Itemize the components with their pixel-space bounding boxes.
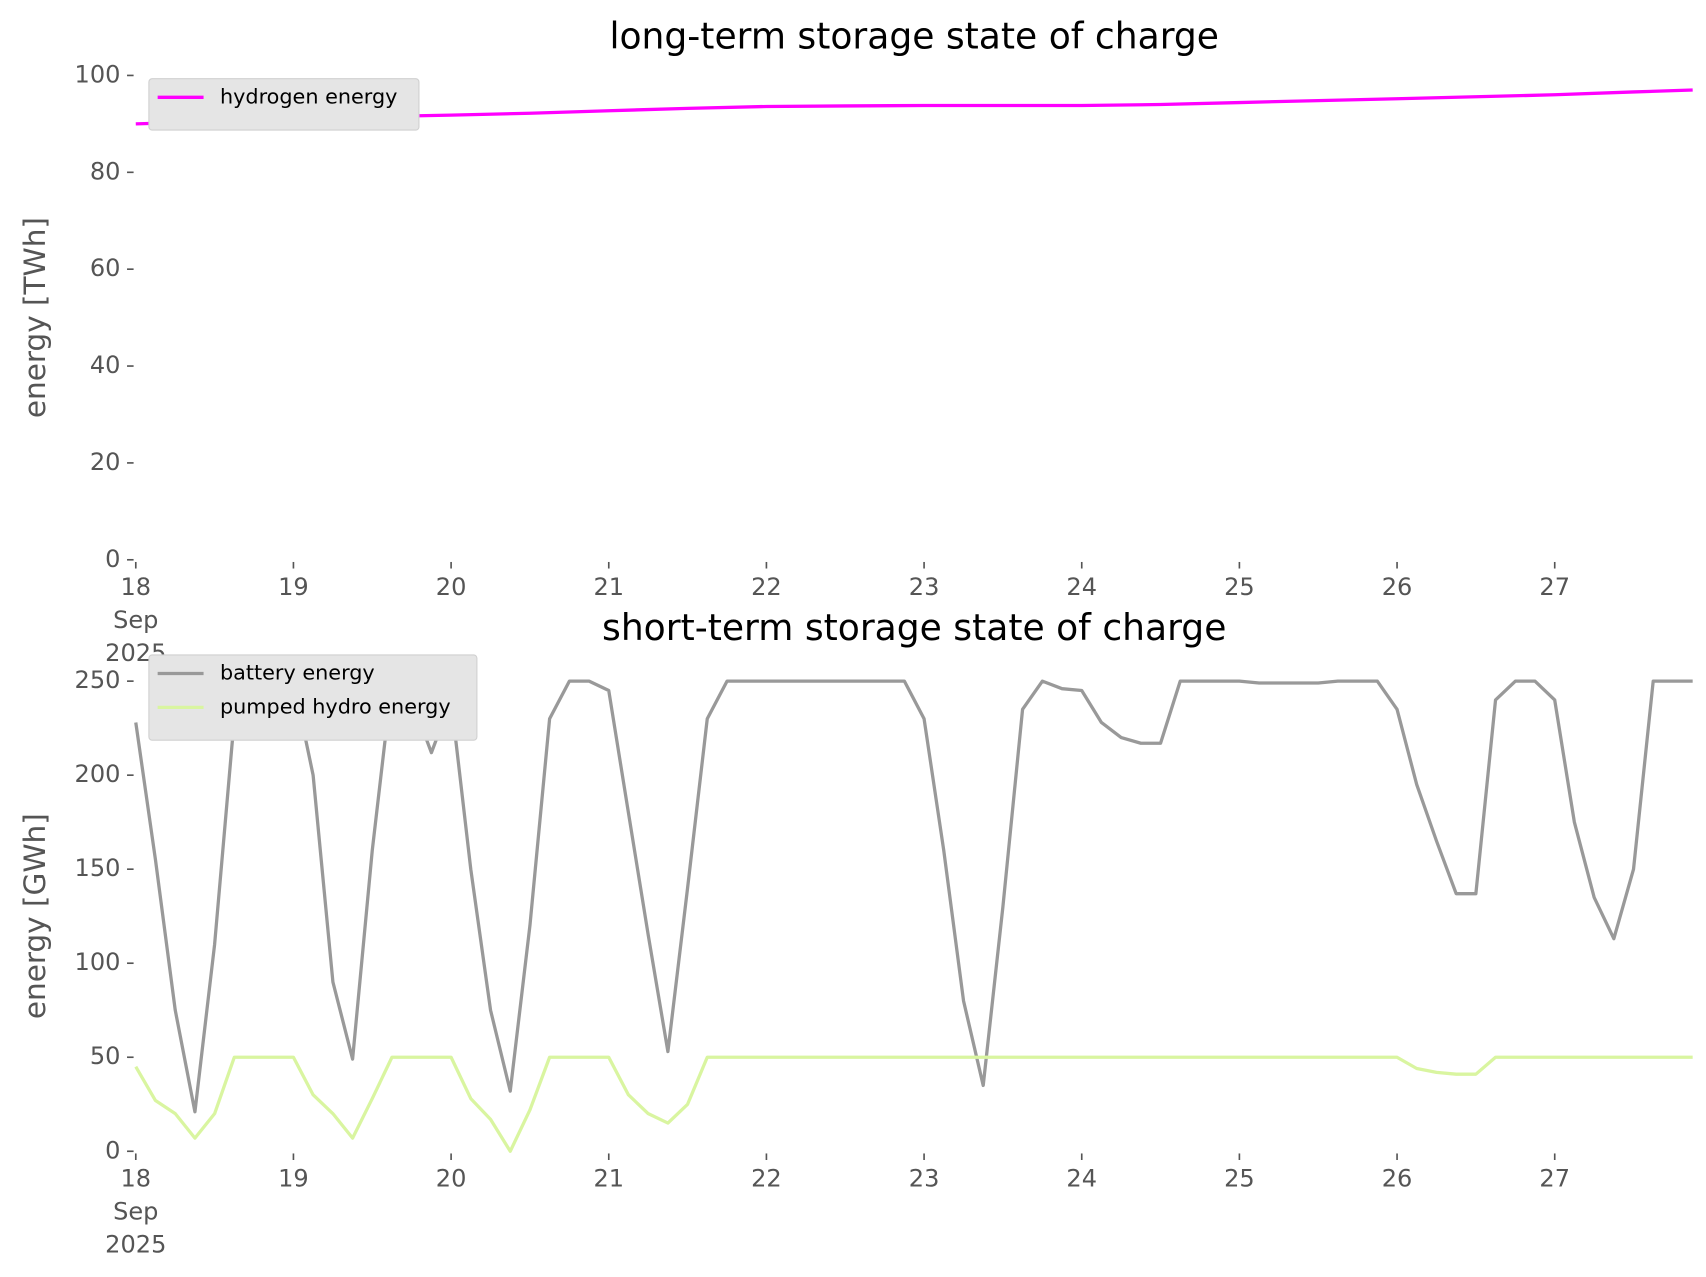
y-tick-label: 50 <box>90 1042 121 1070</box>
x-tick-label: 24 <box>1066 1165 1097 1193</box>
y-tick-label: 100 <box>75 948 121 976</box>
y-tick-label: 100 <box>75 60 121 88</box>
x-tick-label: 26 <box>1382 573 1413 601</box>
y-tick-label: 40 <box>90 351 121 379</box>
x-tick-label: 24 <box>1066 573 1097 601</box>
x-tick-label: 21 <box>593 1165 624 1193</box>
legend: hydrogen energy <box>148 78 420 131</box>
y-tick-label: 0 <box>105 545 120 573</box>
legend: battery energy pumped hydro energy <box>148 654 478 741</box>
x-tick-label: 18 Sep 2025 <box>105 1165 166 1259</box>
x-tick-label: 19 <box>278 573 309 601</box>
x-tick-label: 21 <box>593 573 624 601</box>
x-tick-label: 20 <box>436 573 467 601</box>
legend-box <box>148 654 478 741</box>
x-tick-label: 26 <box>1382 1165 1413 1193</box>
x-tick-label: 18 Sep 2025 <box>105 573 166 667</box>
legend-label: hydrogen energy <box>220 84 397 108</box>
chart-title: long-term storage state of charge <box>609 15 1219 57</box>
x-tick-label: 22 <box>751 1165 782 1193</box>
y-tick-label: 20 <box>90 448 121 476</box>
x-tick-label: 20 <box>436 1165 467 1193</box>
y-axis-label: energy [GWh] <box>18 813 52 1019</box>
x-tick-label: 19 <box>278 1165 309 1193</box>
y-tick-label: 0 <box>105 1136 120 1164</box>
x-tick-label: 23 <box>909 1165 940 1193</box>
legend-box <box>148 78 420 131</box>
x-tick-label: 25 <box>1224 1165 1255 1193</box>
y-tick-label: 80 <box>90 157 121 185</box>
y-tick-label: 150 <box>75 854 121 882</box>
y-tick-label: 250 <box>75 666 121 694</box>
series-line <box>134 679 1693 1114</box>
x-tick-label: 22 <box>751 573 782 601</box>
chart-title: short-term storage state of charge <box>602 607 1226 649</box>
legend-label: battery energy <box>220 660 375 684</box>
legend-label: pumped hydro energy <box>220 694 451 718</box>
x-tick-label: 27 <box>1539 1165 1570 1193</box>
y-axis-label: energy [TWh] <box>18 217 52 418</box>
x-tick-label: 25 <box>1224 573 1255 601</box>
x-tick-label: 23 <box>909 573 940 601</box>
series-line <box>134 1055 1693 1153</box>
y-tick-label: 60 <box>90 254 121 282</box>
x-tick-label: 27 <box>1539 573 1570 601</box>
y-tick-label: 200 <box>75 760 121 788</box>
